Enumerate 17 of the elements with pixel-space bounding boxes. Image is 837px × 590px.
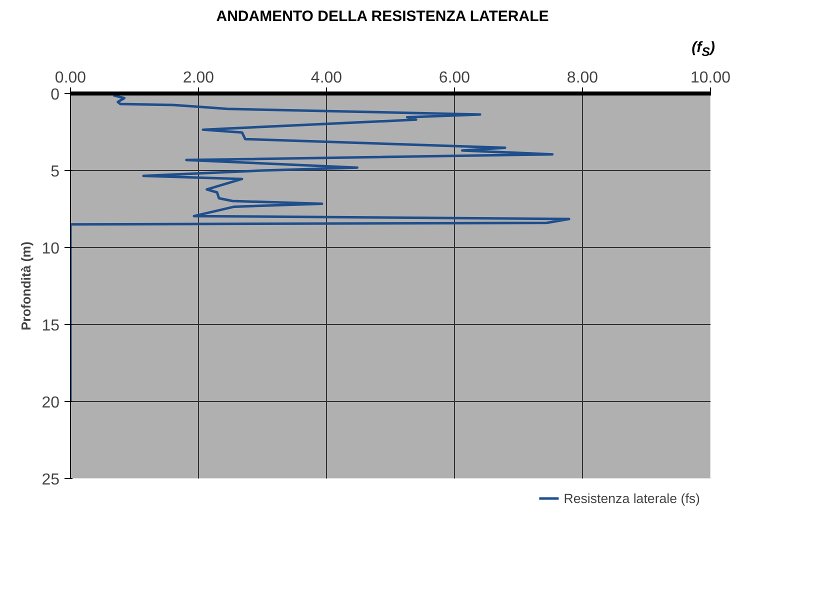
- y-tick-label: 20: [42, 394, 60, 412]
- x-axis-title: (f$_{S}$): [692, 38, 715, 62]
- chart-title: ANDAMENTO DELLA RESISTENZA LATERALE: [216, 7, 549, 27]
- y-tick-label: 25: [42, 472, 60, 489]
- legend-label: Resistenza laterale (fs): [564, 490, 700, 506]
- y-tick-label: 0: [50, 86, 60, 104]
- x-tick-label: 4.00: [310, 70, 342, 87]
- x-tick-label: 2.00: [182, 70, 214, 87]
- line-series: [70, 94, 570, 404]
- x-tick-label: 10.00: [690, 70, 731, 87]
- x-tick-label: 8.00: [566, 70, 598, 87]
- y-tick-label: 5: [50, 164, 60, 181]
- y-axis-title: Profondità (m): [18, 242, 34, 331]
- x-tick-label: 0.00: [54, 70, 86, 87]
- x-tick-label: 6.00: [438, 70, 470, 87]
- y-tick-label: 10: [42, 240, 60, 258]
- y-tick-label: 15: [42, 318, 60, 335]
